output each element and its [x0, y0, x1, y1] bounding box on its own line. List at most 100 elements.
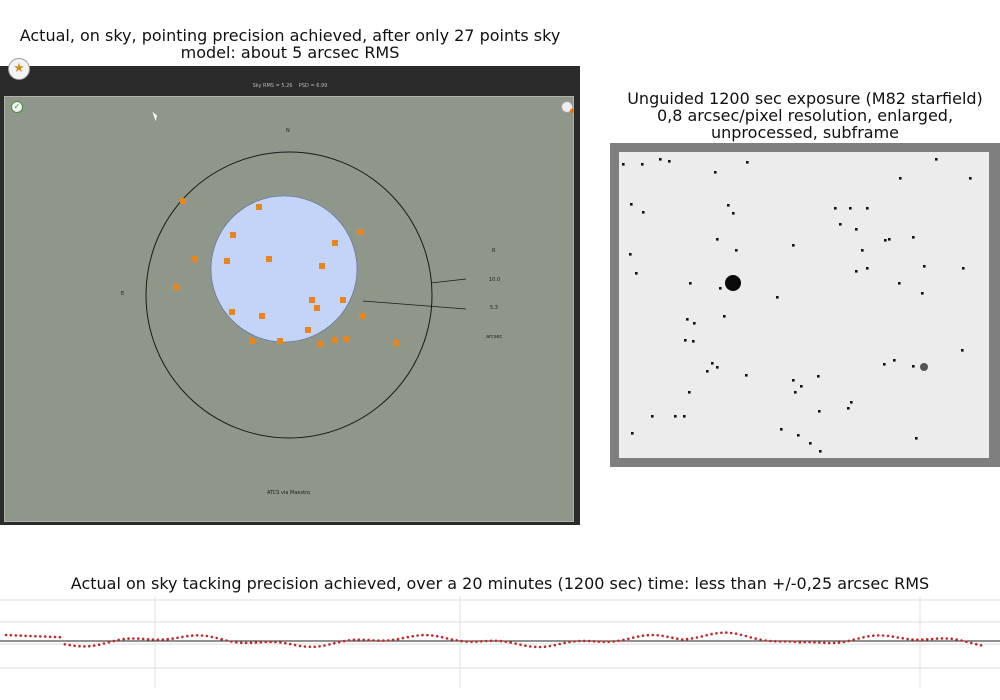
tracking-sample — [235, 641, 238, 644]
tracking-sample — [862, 636, 865, 639]
star — [716, 366, 719, 369]
tracking-sample — [876, 634, 880, 637]
tracking-sample — [573, 640, 576, 643]
tracking-sample — [382, 639, 385, 642]
model-point — [318, 341, 324, 347]
footer-label: ATCS via Maestro — [267, 490, 311, 496]
tracking-sample — [141, 637, 145, 641]
tracking-sample — [739, 633, 743, 637]
star — [780, 428, 783, 431]
starfield-stars — [622, 158, 972, 453]
star — [792, 244, 795, 247]
star — [727, 204, 730, 207]
tracking-sample — [73, 644, 76, 648]
tracking-sample — [955, 638, 958, 641]
tracking-sample — [122, 637, 125, 641]
tracking-sample — [602, 640, 606, 644]
star — [839, 223, 842, 226]
model-point — [277, 338, 283, 344]
star — [642, 211, 645, 214]
tracking-sample — [783, 640, 787, 643]
tracking-sample — [793, 640, 797, 643]
radius-label: R — [492, 248, 496, 254]
tracking-sample — [58, 635, 62, 639]
checkmark-icon[interactable]: ✓ — [11, 101, 23, 113]
tracking-sample — [680, 638, 684, 641]
tracking-sample — [930, 637, 934, 641]
caption-tracking: Actual on sky tacking precision achieved… — [70, 574, 930, 593]
model-point — [249, 338, 255, 344]
tracking-sample — [445, 637, 449, 640]
tracking-sample — [749, 636, 753, 639]
model-point — [229, 309, 235, 315]
tracking-sample — [499, 639, 503, 643]
tracking-sample — [215, 636, 218, 640]
tracking-sample — [455, 639, 459, 642]
tracking-sample — [288, 642, 292, 646]
tracking-sample — [695, 636, 699, 639]
tracking-sample — [578, 639, 581, 643]
starfield-photo-frame — [610, 143, 1000, 467]
tracking-sample — [935, 637, 939, 640]
star — [719, 287, 722, 290]
tracking-sample — [475, 640, 478, 643]
tracking-sample — [460, 639, 464, 643]
tracking-sample — [24, 634, 27, 638]
tracking-sample — [651, 633, 655, 637]
tracking-sample — [313, 645, 317, 649]
tracking-sample — [284, 641, 287, 645]
tracking-sample — [568, 640, 571, 644]
tracking-sample — [396, 637, 400, 641]
model-point — [343, 336, 349, 342]
inner-rms-disc — [210, 195, 358, 343]
star — [776, 296, 779, 299]
star — [850, 401, 853, 404]
tracking-sample — [744, 634, 748, 638]
star — [693, 322, 696, 325]
star — [855, 228, 858, 231]
tracking-sample — [543, 645, 547, 648]
tracking-sample — [146, 638, 150, 641]
tracking-sample — [426, 633, 429, 637]
tracking-sample — [48, 635, 52, 639]
tracking-sample — [734, 632, 738, 635]
tracking-sample — [666, 635, 669, 639]
dim-star — [920, 363, 928, 371]
tracking-sample — [529, 645, 532, 648]
star — [898, 282, 901, 285]
tracking-sample — [107, 640, 111, 644]
star — [706, 370, 709, 373]
tracking-sample — [906, 637, 909, 641]
tracking-sample — [181, 635, 184, 639]
tracking-sample — [254, 641, 258, 644]
tracking-sample — [328, 643, 331, 646]
tracking-sample — [592, 640, 596, 643]
tracking-sample — [249, 641, 253, 645]
tracking-sample — [872, 634, 875, 637]
tracking-sample — [53, 635, 57, 639]
tracking-sample — [979, 644, 983, 647]
tracking-sample — [156, 638, 160, 641]
tracking-sample — [852, 638, 855, 641]
tracking-sample — [509, 641, 512, 644]
polar-plot — [145, 151, 467, 439]
star — [888, 238, 891, 241]
settings-icon[interactable] — [561, 101, 574, 113]
tracking-sample — [220, 637, 223, 641]
star — [732, 212, 735, 215]
star — [819, 450, 822, 453]
tracking-sample — [710, 632, 713, 636]
tracking-sample — [97, 643, 101, 646]
star — [921, 292, 924, 295]
tracking-sample — [970, 641, 973, 645]
tracking-sample — [788, 640, 792, 643]
tracking-sample — [9, 633, 13, 637]
tracking-sample — [921, 638, 924, 641]
tracking-sample — [279, 641, 282, 644]
tracking-sample — [401, 636, 405, 640]
model-points — [173, 198, 399, 347]
tracking-sample — [646, 633, 650, 637]
star — [723, 315, 726, 318]
tracking-sample — [63, 643, 67, 646]
star — [716, 238, 719, 241]
